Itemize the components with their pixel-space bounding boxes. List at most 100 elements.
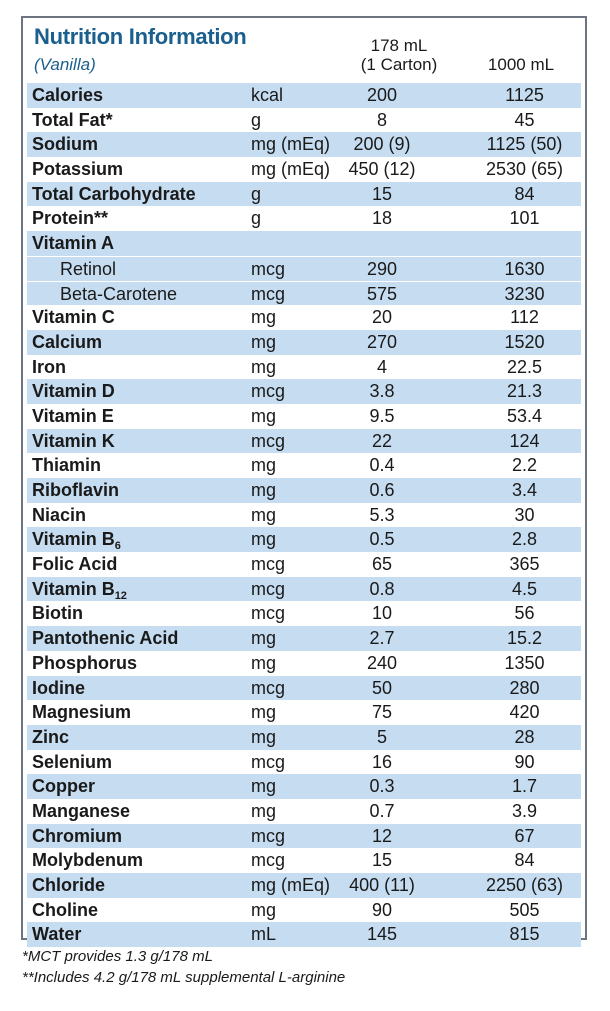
value-carton: 450 (12) <box>348 159 416 180</box>
nutrient-unit: mg <box>251 356 277 377</box>
nutrient-unit: mg <box>251 405 277 426</box>
nutrient-name: Iron <box>32 356 66 377</box>
value-liter: 22.5 <box>506 356 543 377</box>
nutrient-unit: mg <box>251 652 277 673</box>
value-carton: 0.4 <box>369 455 395 476</box>
nutrient-name: Molybdenum <box>32 850 143 871</box>
value-carton: 65 <box>371 554 393 575</box>
footnote-mct: *MCT provides 1.3 g/178 mL <box>22 948 213 965</box>
nutrient-name: Niacin <box>32 504 87 525</box>
value-liter: 1630 <box>504 258 545 279</box>
nutrient-name: Potassium <box>32 159 124 180</box>
value-liter: 2.2 <box>511 455 538 476</box>
nutrient-unit: mcg <box>251 381 286 402</box>
nutrition-panel: Nutrition Information (Vanilla) 178 mL (… <box>21 16 587 948</box>
nutrient-name: Calcium <box>32 331 103 352</box>
footnotes: *MCT provides 1.3 g/178 mL **Includes 4.… <box>22 946 345 988</box>
value-carton: 15 <box>371 850 393 871</box>
column-header-carton-volume: 178 mL <box>370 36 428 55</box>
nutrient-name: Phosphorus <box>32 652 138 673</box>
nutrient-unit: g <box>251 109 262 130</box>
nutrient-unit: mg <box>251 628 277 649</box>
nutrient-unit: mg (mEq) <box>251 159 331 180</box>
nutrient-name: Vitamin E <box>32 405 114 426</box>
value-liter: 124 <box>509 430 540 451</box>
table-row: Potassium mg (mEq) 450 (12) 2530 (65) <box>27 157 581 182</box>
value-liter: 53.4 <box>506 405 543 426</box>
nutrient-unit: mg (mEq) <box>251 875 331 895</box>
nutrient-unit: mcg <box>251 578 286 599</box>
table-row: Biotin mcg 10 56 <box>27 601 581 626</box>
table-row: Riboflavin mg 0.6 3.4 <box>27 478 581 503</box>
value-liter: 56 <box>514 603 535 624</box>
value-liter: 3.4 <box>511 480 538 500</box>
nutrient-name: Total Fat* <box>32 109 113 130</box>
table-row: Vitamin A <box>27 231 581 256</box>
value-carton: 290 <box>366 258 398 279</box>
value-carton: 90 <box>371 899 393 920</box>
value-liter: 101 <box>509 208 540 229</box>
nutrient-unit: mcg <box>251 554 286 575</box>
value-liter: 30 <box>514 504 535 525</box>
value-liter: 67 <box>514 825 535 846</box>
nutrient-name: Total Carbohydrate <box>32 183 196 204</box>
table-row: Vitamin D mcg 3.8 21.3 <box>27 379 581 404</box>
table-row: Thiamin mg 0.4 2.2 <box>27 453 581 478</box>
value-carton: 3.8 <box>369 381 395 402</box>
nutrient-name: Iodine <box>32 677 85 698</box>
value-carton: 5 <box>376 726 387 747</box>
table-row: Iron mg 4 22.5 <box>27 355 581 380</box>
nutrient-unit: mcg <box>251 283 286 304</box>
nutrient-unit: mg <box>251 529 277 550</box>
table-row: Magnesium mg 75 420 <box>27 700 581 725</box>
table-row: Pantothenic Acid mg 2.7 15.2 <box>27 626 581 651</box>
table-row: Niacin mg 5.3 30 <box>27 503 581 528</box>
value-carton: 400 (11) <box>349 875 415 895</box>
table-row: Total Fat* g 8 45 <box>27 108 581 133</box>
value-carton: 18 <box>371 208 393 229</box>
nutrient-unit: mcg <box>251 677 286 698</box>
value-carton: 9.5 <box>369 405 395 426</box>
nutrient-unit: mg <box>251 726 277 747</box>
table-row: Calcium mg 270 1520 <box>27 329 581 355</box>
nutrient-name: Vitamin K <box>32 430 115 451</box>
nutrient-unit: mcg <box>251 850 286 871</box>
nutrient-unit: mg <box>251 480 277 500</box>
table-row: Copper mg 0.3 1.7 <box>27 774 581 799</box>
table-row: Retinol mcg 290 1630 <box>27 255 581 281</box>
nutrient-unit: mg (mEq) <box>251 134 331 155</box>
nutrient-name: Choline <box>32 899 98 920</box>
value-carton: 0.5 <box>369 529 395 550</box>
value-liter: 90 <box>514 751 535 772</box>
table-row: Phosphorus mg 240 1350 <box>27 651 581 676</box>
nutrient-name: Magnesium <box>32 702 132 723</box>
nutrient-name: Sodium <box>32 134 98 155</box>
table-row: Folic Acid mcg 65 365 <box>27 552 581 577</box>
value-liter: 45 <box>514 109 535 130</box>
value-carton: 10 <box>371 603 393 624</box>
table-row: Manganese mg 0.7 3.9 <box>27 799 581 824</box>
table-row: Vitamin E mg 9.5 53.4 <box>27 404 581 429</box>
flavor-label: (Vanilla) <box>34 55 96 74</box>
value-carton: 16 <box>371 751 393 772</box>
table-row: Sodium mg (mEq) 200 (9) 1125 (50) <box>27 132 581 158</box>
nutrient-unit: mcg <box>251 258 286 279</box>
nutrient-unit: mg <box>251 504 277 525</box>
value-carton: 75 <box>371 702 393 723</box>
nutrient-unit: mg <box>251 307 277 328</box>
value-liter: 815 <box>509 924 540 945</box>
value-carton: 50 <box>371 677 393 698</box>
nutrient-name: Folic Acid <box>32 554 118 575</box>
value-liter: 4.5 <box>511 578 538 599</box>
nutrient-name: Riboflavin <box>32 480 120 500</box>
table-row: Selenium mcg 16 90 <box>27 750 581 775</box>
value-liter: 1.7 <box>511 776 538 797</box>
nutrient-unit: mg <box>251 899 277 920</box>
panel-title: Nutrition Information <box>34 24 247 49</box>
value-liter: 84 <box>514 183 535 204</box>
value-carton: 240 <box>366 652 398 673</box>
value-liter: 1520 <box>504 331 545 352</box>
value-liter: 15.2 <box>506 628 543 649</box>
value-liter: 2530 (65) <box>485 159 564 180</box>
nutrient-unit: mcg <box>251 751 286 772</box>
